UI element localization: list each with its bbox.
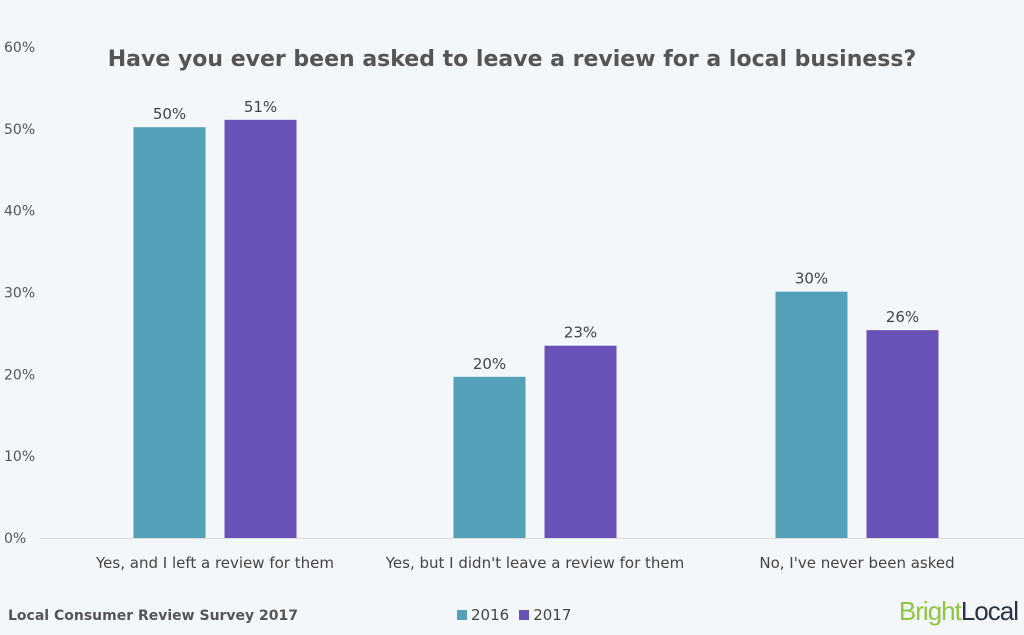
- data-label: 20%: [473, 355, 506, 373]
- source-note: Local Consumer Review Survey 2017: [8, 608, 299, 624]
- y-tick-label: 50%: [4, 122, 35, 138]
- bar-2017: [224, 119, 297, 538]
- data-label: 50%: [153, 105, 186, 123]
- legend-swatch-2017: [519, 610, 530, 620]
- data-label: 30%: [795, 270, 828, 288]
- data-label: 26%: [886, 308, 919, 326]
- y-tick-label: 10%: [4, 449, 35, 465]
- y-tick-label: 60%: [4, 40, 35, 56]
- bar-2016: [453, 376, 526, 538]
- bar-2016: [133, 127, 206, 539]
- bar-chart: Have you ever been asked to leave a revi…: [4, 40, 1024, 572]
- data-label: 51%: [244, 98, 277, 116]
- legend-item-2017: 2017: [519, 606, 571, 624]
- y-tick-label: 30%: [4, 286, 35, 302]
- y-tick-label: 20%: [4, 367, 35, 383]
- x-category-label: No, I've never been asked: [759, 554, 954, 572]
- x-category-label: Yes, and I left a review for them: [95, 554, 334, 572]
- legend-swatch-2016: [457, 610, 467, 620]
- legend-label-2016: 2016: [471, 606, 510, 624]
- y-tick-label: 0%: [4, 531, 26, 547]
- bar-2017: [544, 345, 617, 538]
- data-label: 23%: [564, 324, 597, 342]
- legend: 2016 2017: [457, 606, 571, 624]
- y-tick-label: 40%: [4, 204, 35, 220]
- x-category-label: Yes, but I didn't leave a review for the…: [385, 554, 685, 572]
- bar-2016: [775, 291, 848, 538]
- chart-title: Have you ever been asked to leave a revi…: [108, 47, 916, 72]
- legend-item-2016: 2016: [457, 606, 509, 624]
- legend-label-2017: 2017: [533, 606, 572, 624]
- brightlocal-logo: BrightLocal: [898, 596, 1019, 626]
- bar-2017: [866, 330, 939, 538]
